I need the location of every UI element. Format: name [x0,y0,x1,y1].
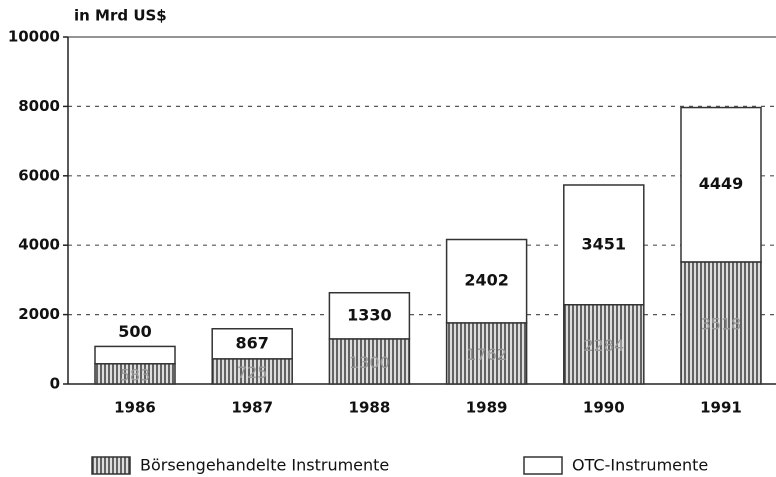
bar-segment [563,184,645,306]
x-tick-label: 1987 [231,399,273,417]
data-label: 3518 [701,314,742,333]
legend-swatch [523,456,563,475]
legend-swatch [91,456,131,475]
data-label: 867 [235,333,268,352]
bar-segment [94,345,176,365]
y-tick-label: 6000 [18,166,60,184]
y-tick-label: 2000 [18,305,60,323]
y-tick-label: 10000 [8,28,60,46]
y-axis-label: in Mrd US$ [74,7,167,25]
bar-segment [211,358,293,385]
data-label: 2284 [583,336,624,355]
bar-segment [445,238,528,324]
data-label: 583 [120,365,151,384]
x-tick-label: 1990 [583,399,625,417]
y-tick-label: 0 [50,375,60,393]
data-label: 1330 [347,305,392,324]
data-label: 2402 [464,271,509,290]
bar-segment [211,328,293,360]
data-label: 725 [237,363,268,382]
bar-segment [680,106,762,263]
x-tick-label: 1988 [349,399,391,417]
legend-label: OTC-Instrumente [572,456,708,475]
bar-segment [328,338,411,385]
legend-label: Börsengehandelte Instrumente [140,456,389,475]
data-label: 1300 [349,353,390,372]
bar-segment [563,303,645,385]
x-tick-label: 1986 [114,399,156,417]
data-label: 500 [118,322,151,341]
x-tick-label: 1989 [466,399,508,417]
bar-segment [445,322,528,385]
data-label: 4449 [699,174,744,193]
y-tick-label: 4000 [18,236,60,254]
data-label: 1762 [466,345,507,364]
bar-segment [328,291,411,340]
x-tick-label: 1991 [700,399,742,417]
data-label: 3451 [582,234,627,253]
y-tick-label: 8000 [18,97,60,115]
bar-segment [680,261,762,385]
